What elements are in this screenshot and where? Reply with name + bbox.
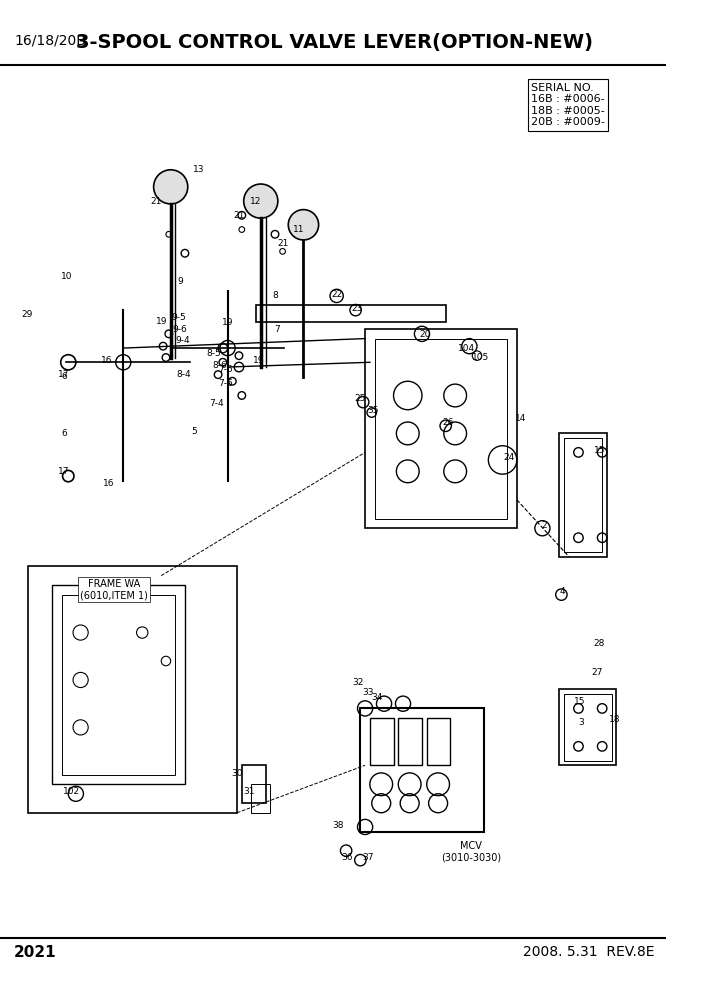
Text: 18: 18: [609, 715, 621, 724]
Text: 6: 6: [62, 372, 67, 381]
Text: 21: 21: [151, 196, 162, 205]
Text: 26: 26: [442, 419, 453, 428]
Text: 33: 33: [362, 687, 373, 696]
Circle shape: [289, 209, 319, 240]
Text: 22: 22: [331, 290, 343, 299]
Text: 16/18/20B: 16/18/20B: [14, 34, 86, 48]
Text: 7-6: 7-6: [218, 379, 233, 388]
Text: 28: 28: [594, 640, 605, 649]
Text: 38: 38: [332, 820, 343, 829]
Bar: [559, 689, 616, 765]
Circle shape: [154, 170, 187, 204]
Text: 14: 14: [515, 414, 526, 423]
Text: 5: 5: [192, 427, 197, 436]
Text: 7-5: 7-5: [218, 365, 233, 374]
Text: 27: 27: [592, 668, 603, 677]
Bar: [241, 765, 265, 804]
Text: 7: 7: [274, 324, 280, 333]
Bar: [375, 338, 508, 519]
Text: 3: 3: [578, 718, 584, 727]
Bar: [427, 718, 451, 765]
Text: FRAME WA
(6010,ITEM 1): FRAME WA (6010,ITEM 1): [80, 578, 147, 600]
Text: 37: 37: [362, 853, 373, 862]
Text: 17: 17: [58, 467, 69, 476]
Bar: [559, 434, 607, 557]
Text: 15: 15: [574, 697, 585, 706]
Text: 9: 9: [178, 277, 183, 286]
Text: 31: 31: [244, 788, 255, 797]
Text: 104: 104: [458, 343, 475, 352]
Text: 24: 24: [503, 452, 515, 461]
Text: 17: 17: [58, 370, 69, 379]
Text: 32: 32: [353, 679, 364, 687]
Text: 19: 19: [253, 356, 265, 365]
Bar: [365, 329, 517, 529]
Text: 105: 105: [472, 353, 489, 362]
Text: 10: 10: [60, 273, 72, 282]
Bar: [370, 718, 394, 765]
Text: 13: 13: [193, 166, 205, 175]
Text: 34: 34: [372, 692, 383, 701]
Text: 36: 36: [341, 853, 353, 862]
Text: 7-4: 7-4: [209, 399, 223, 408]
Text: 20: 20: [419, 330, 430, 339]
Text: 19: 19: [222, 318, 233, 327]
Text: MCV
(3010-3030): MCV (3010-3030): [442, 841, 501, 863]
Text: 9-4: 9-4: [176, 336, 190, 345]
Bar: [256, 306, 446, 322]
Circle shape: [244, 184, 278, 218]
Text: 11: 11: [293, 225, 305, 234]
Text: 6: 6: [62, 429, 67, 437]
Text: 8-6: 8-6: [213, 361, 227, 370]
Text: 8-5: 8-5: [206, 349, 220, 358]
Text: 25: 25: [355, 394, 366, 403]
Text: 16: 16: [103, 479, 115, 488]
Text: 3-SPOOL CONTROL VALVE LEVER(OPTION-NEW): 3-SPOOL CONTROL VALVE LEVER(OPTION-NEW): [76, 34, 593, 53]
Text: SERIAL NO.
16B : #0006-
18B : #0005-
20B : #0009-: SERIAL NO. 16B : #0006- 18B : #0005- 20B…: [531, 82, 605, 127]
Bar: [251, 785, 270, 812]
Bar: [52, 585, 185, 785]
Text: 30: 30: [232, 770, 243, 779]
Bar: [62, 594, 176, 775]
Text: 15: 15: [594, 446, 605, 455]
Bar: [29, 566, 237, 812]
Text: 19: 19: [155, 317, 167, 326]
Text: 16: 16: [101, 356, 113, 365]
Bar: [564, 694, 611, 761]
Text: 2008. 5.31  REV.8E: 2008. 5.31 REV.8E: [523, 945, 654, 959]
Text: 35: 35: [367, 406, 378, 416]
Text: 29: 29: [22, 310, 33, 319]
Text: 8-4: 8-4: [177, 370, 191, 379]
Text: 23: 23: [352, 304, 363, 312]
Text: 2021: 2021: [14, 945, 57, 960]
Bar: [398, 718, 422, 765]
Text: 102: 102: [62, 788, 80, 797]
Text: 21: 21: [233, 211, 245, 220]
Bar: [564, 438, 602, 552]
Text: 12: 12: [251, 196, 262, 205]
Text: 8: 8: [272, 292, 278, 301]
Text: 4: 4: [559, 587, 565, 596]
Bar: [360, 708, 484, 831]
Text: 9-6: 9-6: [173, 324, 187, 333]
Text: 9-5: 9-5: [171, 313, 185, 322]
Text: 2: 2: [541, 521, 547, 530]
Text: 21: 21: [277, 239, 289, 248]
